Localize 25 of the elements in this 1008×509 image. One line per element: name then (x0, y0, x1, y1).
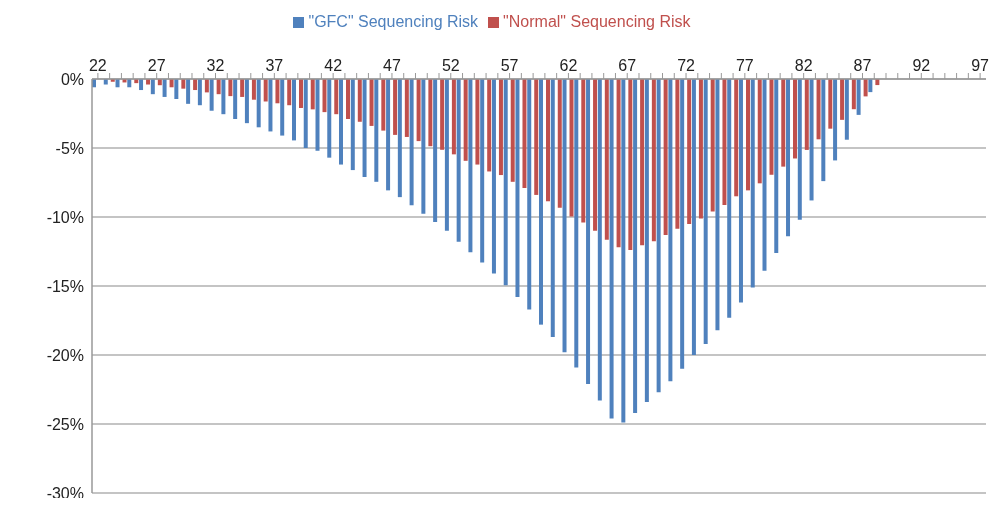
x-tick-label: 52 (441, 57, 460, 74)
x-tick-label: 32 (206, 57, 225, 74)
x-tick-label: 22 (88, 57, 107, 74)
x-tick-label: 77 (735, 57, 754, 74)
x-tick-label: 27 (147, 57, 166, 74)
y-tick-label: -30% (46, 484, 84, 502)
x-tick-label: 47 (383, 57, 401, 74)
y-tick-label: -10% (46, 208, 84, 226)
x-tick-label: 37 (265, 57, 284, 74)
x-tick-label: 97 (971, 57, 990, 74)
x-tick-label: 92 (912, 57, 931, 74)
x-tick-label: 87 (853, 57, 872, 74)
x-tick-label: 57 (500, 57, 519, 74)
x-tick-label: 62 (559, 57, 578, 74)
y-tick-label: 0% (60, 70, 84, 88)
y-tick-label: -5% (55, 139, 84, 157)
legend-label: "Normal" Sequencing Risk (503, 13, 691, 30)
x-tick-label: 82 (794, 57, 813, 74)
legend-label: "GFC" Sequencing Risk (308, 13, 479, 30)
x-tick-label: 72 (677, 57, 696, 74)
y-tick-label: -20% (46, 346, 84, 364)
x-tick-label: 42 (324, 57, 343, 74)
y-tick-label: -15% (46, 277, 84, 295)
y-tick-label: -25% (46, 415, 84, 433)
x-tick-label: 67 (618, 57, 637, 74)
